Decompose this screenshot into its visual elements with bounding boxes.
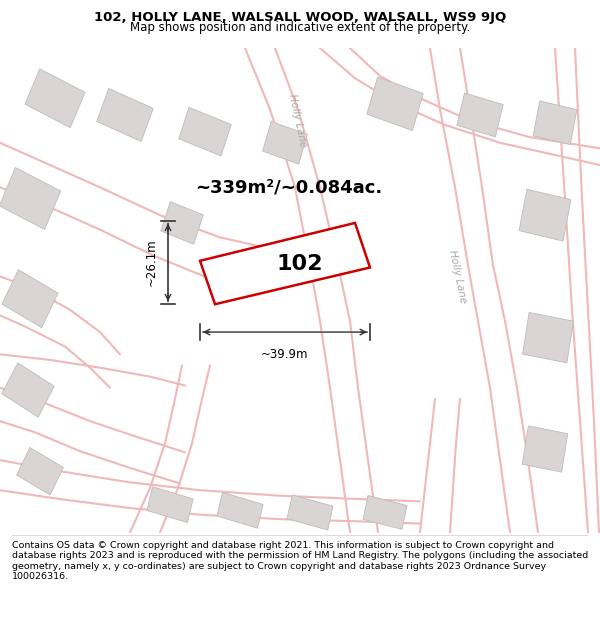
Polygon shape	[2, 270, 58, 328]
Polygon shape	[217, 492, 263, 528]
Polygon shape	[287, 495, 333, 530]
Text: Holly Lane: Holly Lane	[448, 249, 469, 304]
Polygon shape	[263, 121, 307, 164]
Polygon shape	[200, 223, 370, 304]
Text: ~26.1m: ~26.1m	[145, 239, 158, 286]
Polygon shape	[367, 77, 423, 131]
Text: 102, HOLLY LANE, WALSALL WOOD, WALSALL, WS9 9JQ: 102, HOLLY LANE, WALSALL WOOD, WALSALL, …	[94, 11, 506, 24]
Text: Holly Lane: Holly Lane	[287, 93, 308, 148]
Polygon shape	[25, 69, 85, 128]
Text: ~39.9m: ~39.9m	[261, 348, 309, 361]
Polygon shape	[457, 93, 503, 137]
Polygon shape	[519, 189, 571, 241]
Text: Contains OS data © Crown copyright and database right 2021. This information is : Contains OS data © Crown copyright and d…	[12, 541, 588, 581]
Text: ~339m²/~0.084ac.: ~339m²/~0.084ac.	[195, 178, 382, 196]
Polygon shape	[0, 168, 61, 229]
Polygon shape	[533, 101, 577, 144]
Polygon shape	[179, 107, 231, 156]
Polygon shape	[17, 448, 64, 495]
Text: 102: 102	[277, 254, 323, 274]
Text: Map shows position and indicative extent of the property.: Map shows position and indicative extent…	[130, 21, 470, 34]
Polygon shape	[97, 88, 153, 141]
Polygon shape	[147, 487, 193, 522]
Polygon shape	[363, 496, 407, 529]
Polygon shape	[523, 312, 574, 363]
Polygon shape	[522, 426, 568, 472]
Polygon shape	[161, 202, 203, 244]
Polygon shape	[2, 363, 54, 417]
